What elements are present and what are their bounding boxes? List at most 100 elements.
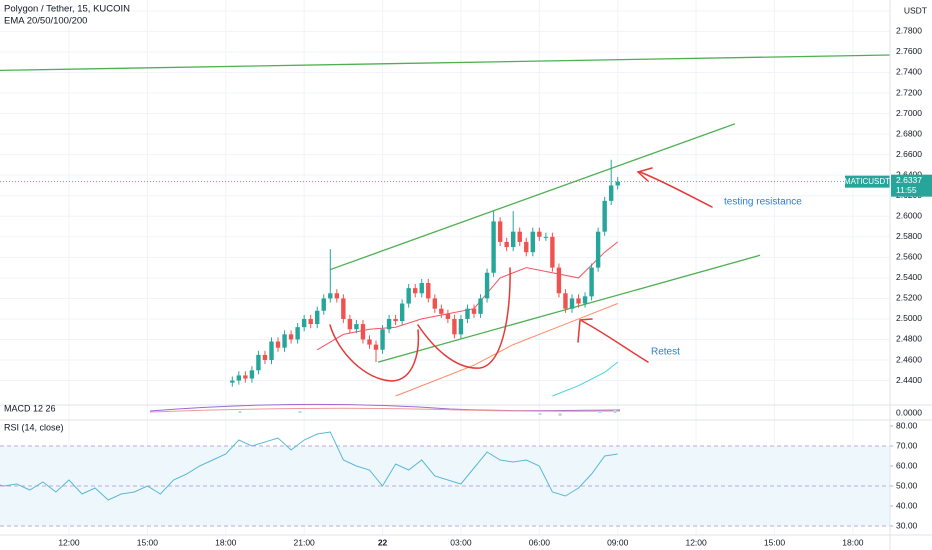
y-tick-label: 2.7600 bbox=[896, 46, 922, 56]
rsi-label: RSI (14, close) bbox=[4, 422, 64, 432]
x-tick-label: 06:00 bbox=[529, 537, 551, 547]
candle-body bbox=[386, 318, 392, 330]
currency: USDT bbox=[904, 5, 927, 15]
rsi-tick-label: 70.00 bbox=[896, 440, 918, 450]
candle-body bbox=[406, 288, 411, 304]
candle-body bbox=[445, 313, 451, 319]
trendline bbox=[329, 123, 736, 271]
candle-body bbox=[491, 221, 496, 273]
x-tick-label: 21:00 bbox=[294, 537, 316, 547]
annotation: Retest bbox=[651, 347, 680, 358]
candle-body bbox=[347, 318, 353, 330]
y-tick-label: 2.4800 bbox=[896, 334, 922, 344]
candle-body bbox=[256, 354, 261, 371]
candle-body bbox=[478, 298, 483, 314]
candle-body bbox=[569, 298, 575, 309]
candle-body bbox=[282, 334, 287, 348]
candle-body bbox=[537, 231, 542, 237]
candle-body bbox=[275, 341, 281, 348]
candle-body bbox=[419, 283, 424, 294]
candle-body bbox=[511, 231, 516, 248]
candle-body bbox=[615, 181, 620, 186]
candle-body bbox=[334, 293, 340, 299]
candle-body bbox=[360, 324, 366, 340]
rsi-tick-label: 60.00 bbox=[896, 460, 918, 470]
candle-body bbox=[249, 370, 255, 379]
candle-body bbox=[413, 288, 418, 294]
macd-signal bbox=[149, 407, 621, 413]
y-tick-label: 2.6600 bbox=[896, 149, 922, 159]
candle-body bbox=[432, 298, 438, 309]
y-tick-label: 2.4400 bbox=[896, 375, 922, 385]
candle-body bbox=[236, 375, 242, 381]
candle-body bbox=[230, 380, 235, 383]
rsi-pane bbox=[0, 431, 890, 527]
candle-body bbox=[582, 296, 588, 304]
candle-body bbox=[595, 231, 601, 268]
candle-body bbox=[458, 318, 464, 335]
trendline bbox=[377, 254, 761, 363]
candle-body bbox=[602, 200, 607, 232]
candle-body bbox=[465, 308, 470, 319]
candle-body bbox=[269, 341, 274, 361]
y-tick-label: 2.6400 bbox=[896, 169, 922, 179]
rsi-tick-label: 80.00 bbox=[896, 420, 918, 430]
y-tick-label: 2.7200 bbox=[896, 87, 922, 97]
countdown: 11:55 bbox=[896, 185, 917, 195]
candle-body bbox=[373, 344, 379, 350]
candle-body bbox=[315, 310, 320, 325]
candle-body bbox=[354, 324, 359, 330]
x-tick-label: 15:00 bbox=[764, 537, 786, 547]
macd-line bbox=[149, 403, 621, 412]
y-tick-label: 2.7800 bbox=[896, 26, 922, 36]
ema-line bbox=[552, 361, 619, 397]
candle-body bbox=[341, 298, 346, 319]
candle-body bbox=[504, 241, 509, 248]
x-tick-label: 22 bbox=[378, 537, 388, 547]
trendline bbox=[0, 54, 890, 72]
candle-body bbox=[550, 236, 555, 268]
candle-body bbox=[367, 339, 372, 345]
candle-body bbox=[589, 267, 594, 297]
candle-body bbox=[393, 318, 398, 322]
candle-body bbox=[288, 334, 294, 340]
candle-body bbox=[563, 293, 568, 309]
y-tick-label: 2.5400 bbox=[896, 272, 922, 282]
candle-body bbox=[530, 231, 535, 253]
x-tick-label: 15:00 bbox=[137, 537, 159, 547]
candle-body bbox=[452, 318, 457, 335]
candle-body bbox=[243, 375, 248, 379]
rsi-tick-label: 40.00 bbox=[896, 500, 918, 510]
title: Polygon / Tether, 15, KUCOIN bbox=[4, 4, 130, 15]
candle-body bbox=[308, 318, 313, 325]
candle-body bbox=[524, 241, 529, 253]
candle-body bbox=[426, 283, 431, 299]
y-tick-label: 2.5600 bbox=[896, 252, 922, 262]
x-tick-label: 03:00 bbox=[450, 537, 472, 547]
candle-body bbox=[380, 329, 385, 350]
y-tick-label: 2.5800 bbox=[896, 231, 922, 241]
y-tick-label: 2.6800 bbox=[896, 128, 922, 138]
candle-body bbox=[576, 298, 581, 304]
candle-body bbox=[328, 293, 333, 299]
overlay: 2.4400 2.4600 2.4800 2.5000 2.5200 2.5400 2.56… bbox=[58, 5, 932, 547]
y-tick-label: 2.7000 bbox=[896, 108, 922, 118]
y-tick-label: 2.5000 bbox=[896, 313, 922, 323]
currency-box bbox=[891, 4, 931, 17]
x-tick-label: 12:00 bbox=[685, 537, 707, 547]
rsi-line bbox=[0, 431, 618, 501]
y-tick-label: 2.6000 bbox=[896, 211, 922, 221]
candle-body bbox=[484, 272, 490, 299]
symbol-box bbox=[845, 175, 890, 188]
candle-body bbox=[301, 318, 307, 328]
macd-histogram bbox=[238, 410, 617, 416]
candle-body bbox=[321, 298, 326, 311]
candle-body bbox=[608, 185, 614, 201]
rsi-tick-label: 30.00 bbox=[896, 520, 918, 530]
y-tick-label: 2.7400 bbox=[896, 67, 922, 77]
candle-body bbox=[543, 236, 549, 238]
x-tick-label: 18:00 bbox=[842, 537, 864, 547]
last-price: 2.6337 bbox=[896, 175, 922, 185]
